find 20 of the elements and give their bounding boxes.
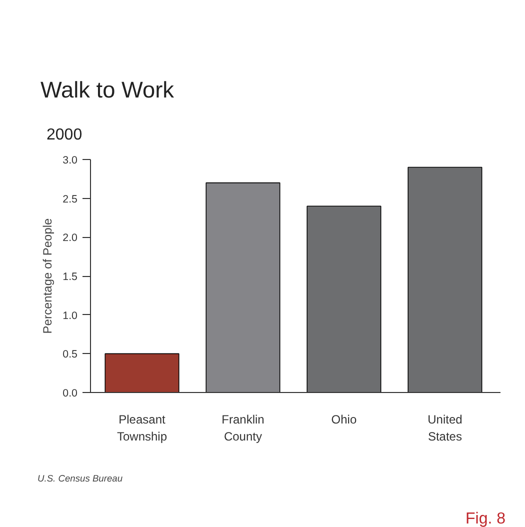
text: U.S. Census Bureau bbox=[38, 474, 123, 484]
x-tick-label: Franklin County bbox=[222, 412, 264, 444]
y-tick-label: 2.5 bbox=[62, 193, 78, 206]
chart-subtitle: 2000 bbox=[46, 126, 82, 144]
x-tick-label: Ohio bbox=[331, 412, 357, 426]
x-tick-label: United States bbox=[428, 412, 462, 444]
bar bbox=[306, 206, 382, 392]
y-tick-label: 1.0 bbox=[62, 310, 78, 322]
x-tick-label: Pleasant Township bbox=[116, 412, 168, 444]
y-tick-label: 3.0 bbox=[62, 154, 78, 166]
chart-title: Walk to Work bbox=[40, 76, 175, 102]
y-tick-label: 0.5 bbox=[62, 348, 78, 361]
bar bbox=[104, 353, 180, 392]
y-axis-title: Percentage of People bbox=[40, 218, 55, 334]
y-tick-label: 1.5 bbox=[62, 271, 78, 283]
y-tick-label: 2.0 bbox=[62, 232, 78, 244]
bar bbox=[408, 166, 482, 392]
bar bbox=[206, 182, 280, 392]
y-tick-label: 0.0 bbox=[62, 388, 78, 400]
caption: Fig. 8 bbox=[465, 510, 506, 527]
